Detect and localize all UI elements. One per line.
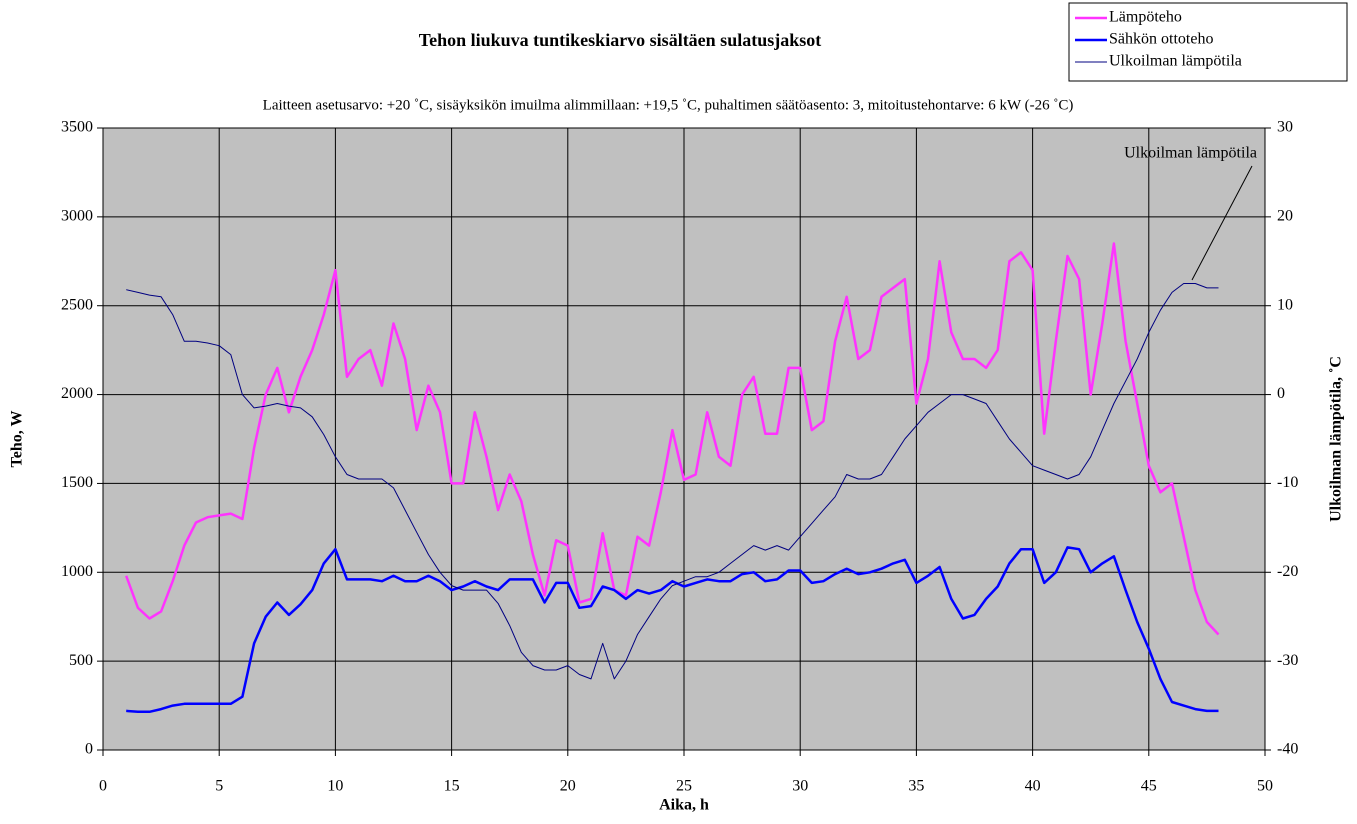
chart-title: Tehon liukuva tuntikeskiarvo sisältäen s… — [419, 30, 821, 50]
y-tick-label: 3000 — [61, 208, 93, 225]
x-tick-label: 25 — [676, 778, 692, 795]
x-tick-label: 20 — [560, 778, 576, 795]
y2-tick-label: -10 — [1277, 474, 1298, 491]
y-tick-label: 2000 — [61, 385, 93, 402]
series-line — [126, 546, 1219, 714]
legend-label: Sähkön ottoteho — [1109, 31, 1213, 48]
x-tick-label: 5 — [215, 778, 223, 795]
x-tick-label: 35 — [908, 778, 924, 795]
y-tick-label: 500 — [69, 652, 93, 669]
x-tick-label: 0 — [99, 778, 107, 795]
y2-tick-label: -30 — [1277, 652, 1298, 669]
y2-tick-label: -20 — [1277, 563, 1298, 580]
y-axis-label: Teho, W — [9, 411, 26, 468]
y2-tick-label: 20 — [1277, 208, 1293, 225]
legend-label: Ulkoilman lämpötila — [1109, 53, 1242, 70]
x-tick-label: 15 — [444, 778, 460, 795]
y-tick-label: 1500 — [61, 474, 93, 491]
x-tick-label: 30 — [792, 778, 808, 795]
y-tick-label: 3500 — [61, 119, 93, 136]
annotation: Ulkoilman lämpötila — [1124, 145, 1257, 162]
annotation-leader — [1191, 165, 1253, 281]
x-axis-label: Aika, h — [659, 797, 709, 814]
y-tick-label: 2500 — [61, 296, 93, 313]
y2-tick-label: 10 — [1277, 296, 1293, 313]
y-tick-label: 0 — [85, 741, 93, 758]
legend-label: Lämpöteho — [1109, 9, 1182, 26]
x-tick-label: 10 — [327, 778, 343, 795]
chart-subtitle: Laitteen asetusarvo: +20 ˚C, sisäyksikön… — [263, 97, 1074, 113]
x-tick-label: 45 — [1141, 778, 1157, 795]
y-tick-label: 1000 — [61, 563, 93, 580]
legend-box — [1068, 2, 1348, 82]
x-tick-label: 40 — [1025, 778, 1041, 795]
y2-tick-label: -40 — [1277, 741, 1298, 758]
y2-tick-label: 30 — [1277, 119, 1293, 136]
x-tick-label: 50 — [1257, 778, 1273, 795]
series-line — [125, 242, 1220, 636]
series-line — [126, 283, 1219, 680]
y2-tick-label: 0 — [1277, 385, 1285, 402]
y2-axis-label: Ulkoilman lämpötila, ˚C — [1328, 356, 1345, 522]
